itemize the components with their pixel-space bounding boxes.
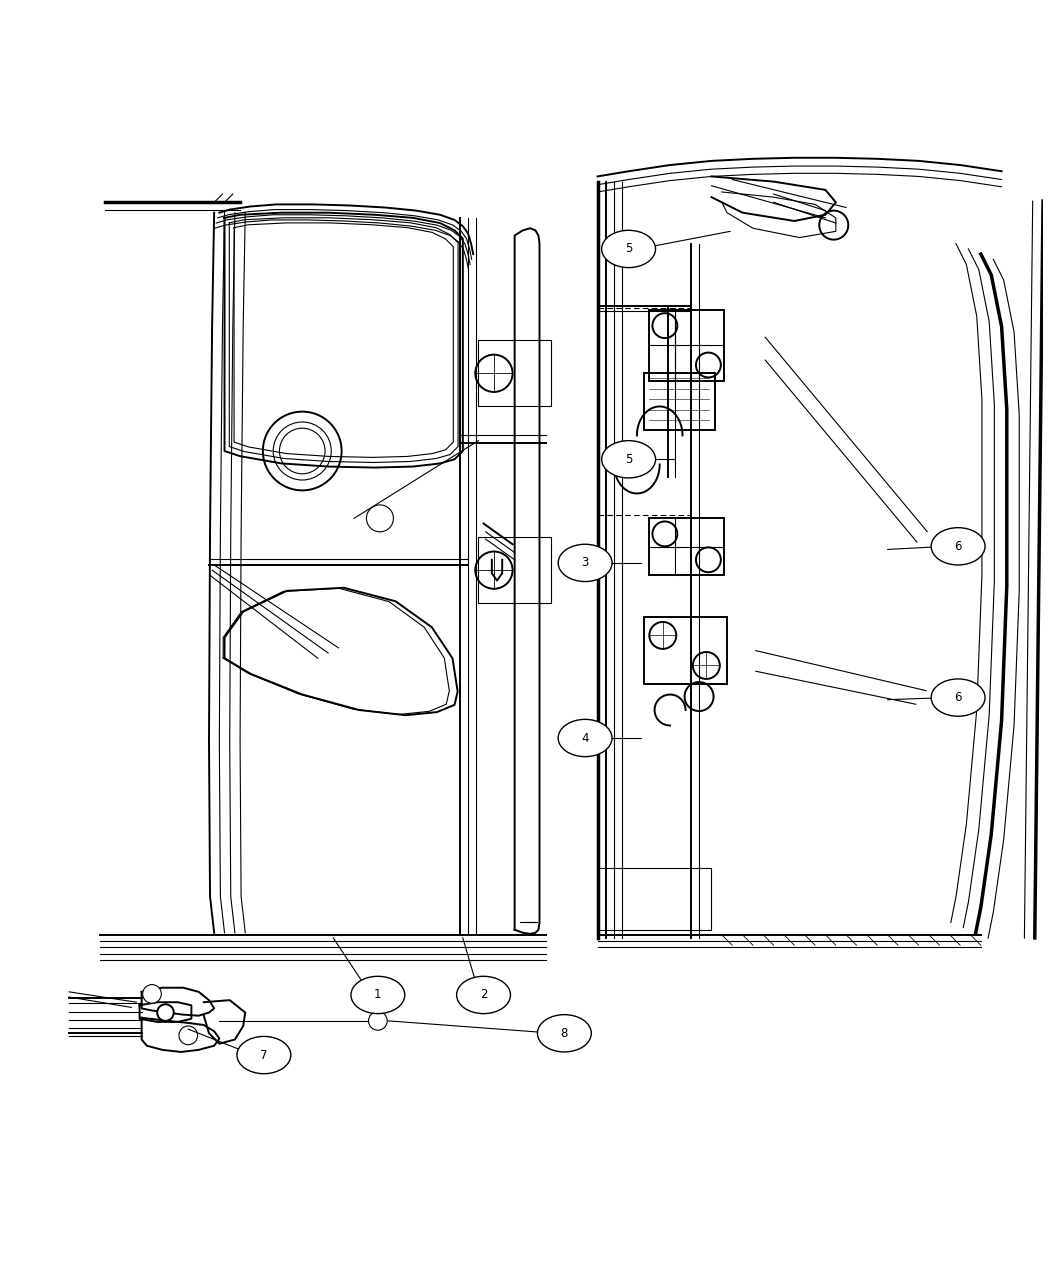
Text: 3: 3 xyxy=(582,556,589,570)
Ellipse shape xyxy=(931,680,985,717)
Ellipse shape xyxy=(351,977,405,1014)
Ellipse shape xyxy=(931,528,985,565)
Ellipse shape xyxy=(538,1015,591,1052)
Text: 5: 5 xyxy=(625,453,632,465)
Ellipse shape xyxy=(602,231,655,268)
Ellipse shape xyxy=(559,544,612,581)
Circle shape xyxy=(369,1011,387,1030)
Ellipse shape xyxy=(457,977,510,1014)
Text: 7: 7 xyxy=(260,1048,268,1062)
Circle shape xyxy=(178,1026,197,1044)
Text: 4: 4 xyxy=(582,732,589,745)
Ellipse shape xyxy=(559,719,612,756)
Ellipse shape xyxy=(237,1037,291,1074)
Ellipse shape xyxy=(602,441,655,478)
Text: 1: 1 xyxy=(374,988,381,1001)
Text: 8: 8 xyxy=(561,1026,568,1040)
Circle shape xyxy=(143,984,162,1003)
Circle shape xyxy=(158,1005,173,1021)
Text: 6: 6 xyxy=(954,539,962,553)
Text: 6: 6 xyxy=(954,691,962,704)
Text: 2: 2 xyxy=(480,988,487,1001)
Text: 5: 5 xyxy=(625,242,632,255)
